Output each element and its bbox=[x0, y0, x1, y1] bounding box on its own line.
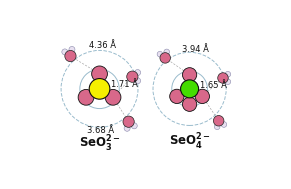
Circle shape bbox=[221, 122, 227, 127]
Circle shape bbox=[182, 97, 197, 111]
Text: 1.65 Å: 1.65 Å bbox=[200, 81, 227, 90]
Circle shape bbox=[78, 89, 94, 105]
Circle shape bbox=[69, 46, 75, 53]
Circle shape bbox=[214, 124, 220, 130]
Circle shape bbox=[135, 78, 141, 84]
Circle shape bbox=[170, 89, 184, 104]
Circle shape bbox=[195, 89, 210, 104]
Circle shape bbox=[105, 89, 121, 105]
Circle shape bbox=[89, 79, 110, 99]
Circle shape bbox=[182, 68, 197, 82]
Circle shape bbox=[157, 51, 163, 57]
Text: $\mathbf{SeO_4^{2−}}$: $\mathbf{SeO_4^{2−}}$ bbox=[168, 132, 211, 152]
Text: 1.71 Å: 1.71 Å bbox=[111, 80, 138, 89]
Text: 3.94 Å: 3.94 Å bbox=[182, 45, 209, 54]
Circle shape bbox=[65, 50, 76, 62]
Circle shape bbox=[124, 125, 130, 131]
Circle shape bbox=[218, 73, 228, 83]
Circle shape bbox=[62, 49, 68, 55]
Circle shape bbox=[213, 115, 224, 126]
Circle shape bbox=[127, 71, 138, 82]
Circle shape bbox=[160, 53, 171, 63]
Circle shape bbox=[135, 70, 141, 76]
Text: 4.36 Å: 4.36 Å bbox=[89, 41, 116, 50]
Circle shape bbox=[131, 123, 137, 129]
Circle shape bbox=[164, 49, 170, 55]
Circle shape bbox=[225, 79, 231, 84]
Circle shape bbox=[181, 80, 198, 98]
Circle shape bbox=[225, 71, 231, 77]
Text: $\mathbf{SeO_3^{2−}}$: $\mathbf{SeO_3^{2−}}$ bbox=[79, 134, 120, 154]
Circle shape bbox=[123, 116, 134, 127]
Text: 3.68 Å: 3.68 Å bbox=[87, 126, 114, 135]
Circle shape bbox=[92, 66, 107, 82]
